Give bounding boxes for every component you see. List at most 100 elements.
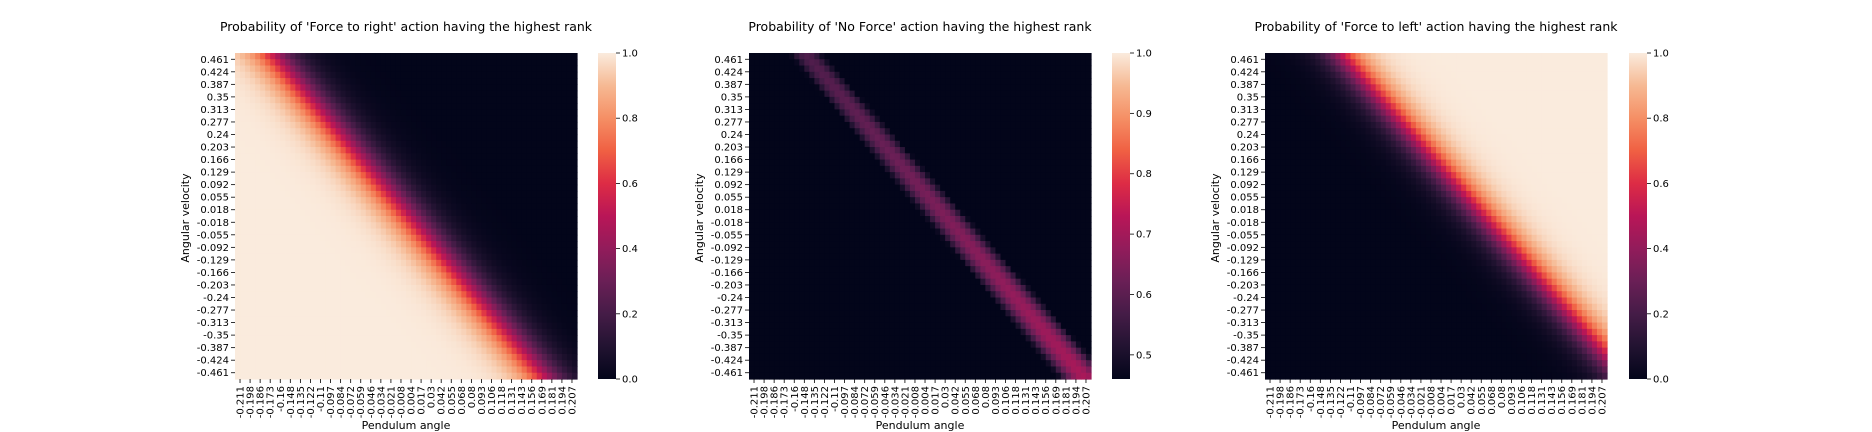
heatmap-cell [1020,140,1027,148]
heatmap-cell [245,103,251,111]
heatmap-cell [310,71,317,79]
heatmap-cell [486,190,493,198]
heatmap-cell [859,165,866,173]
heatmap-cell [546,247,553,255]
heatmap-cell [864,153,871,161]
heatmap-cell [275,259,281,267]
heatmap-cell [456,178,462,186]
heatmap-cell [421,234,427,242]
heatmap-cell [385,78,392,85]
heatmap-cell [300,297,307,305]
heatmap-cell [446,216,452,223]
heatmap-cell [541,197,548,205]
heatmap-cell [456,234,462,242]
heatmap-cell [879,53,886,60]
heatmap-cell [461,278,467,286]
heatmap-cell [431,353,437,361]
heatmap-cell [864,84,871,92]
heatmap-cell [884,90,891,98]
heatmap-cell [320,96,327,104]
heatmap-cell [255,360,261,368]
heatmap-cell [355,209,362,217]
heatmap-cell [556,297,563,305]
heatmap-cell [920,96,926,104]
heatmap-cell [335,96,342,104]
heatmap-cell [940,147,946,154]
heatmap-cell [461,266,467,274]
heatmap-cell [834,59,841,67]
heatmap-cell [360,316,367,324]
heatmap-cell [365,140,372,148]
heatmap-cell [360,284,367,292]
heatmap-cell [854,53,861,60]
heatmap-cell [340,159,347,167]
heatmap-cell [930,109,936,117]
heatmap-cell [446,190,452,198]
heatmap-cell [461,159,467,167]
heatmap-cell [250,328,256,336]
heatmap-cell [799,109,805,117]
heatmap-cell [551,140,558,148]
heatmap-cell [395,96,402,104]
heatmap-cell [345,241,352,248]
heatmap-cell [894,115,901,123]
heatmap-cell [566,335,573,342]
heatmap-cell [235,341,241,349]
heatmap-cell [375,90,382,98]
heatmap-cell [240,90,246,98]
heatmap-cell [250,278,256,286]
heatmap-cell [325,322,332,330]
heatmap-cell [1030,153,1037,161]
heatmap-cell [235,109,241,117]
heatmap-cell [990,96,997,104]
heatmap-cell [995,53,1002,60]
heatmap-cell [516,178,523,186]
heatmap-cell [365,272,372,280]
heatmap-cell [345,197,352,205]
heatmap-cell [561,121,568,129]
heatmap-cell [516,209,523,217]
heatmap-cell [829,140,836,148]
heatmap-cell [451,184,457,192]
heatmap-cell [280,172,286,179]
heatmap-cell [456,297,462,305]
heatmap-cell [360,216,367,223]
heatmap-cell [531,222,538,230]
heatmap-cell [411,128,417,136]
heatmap-cell [541,222,548,230]
heatmap-cell [894,103,901,111]
heatmap-cell [516,297,523,305]
heatmap-cell [571,159,578,167]
heatmap-cell [285,322,291,330]
heatmap-cell [335,222,342,230]
heatmap-cell [501,347,508,355]
heatmap-cell [551,178,558,186]
heatmap-cell [235,222,241,230]
heatmap-cell [864,140,871,148]
heatmap-cell [1070,65,1077,73]
heatmap-cell [869,121,876,129]
heatmap-cell [546,360,553,368]
heatmap-cell [260,303,266,311]
heatmap-cell [275,134,281,142]
heatmap-cell [461,59,467,67]
heatmap-cell [350,341,357,349]
heatmap-cell [441,322,447,330]
heatmap-cell [1075,96,1082,104]
heatmap-cell [476,216,483,223]
heatmap-cell [325,297,332,305]
heatmap-cell [456,109,462,117]
heatmap-cell [995,65,1002,73]
heatmap-cell [571,353,578,361]
heatmap-cell [255,372,261,380]
heatmap-cell [245,347,251,355]
heatmap-cell [914,128,921,136]
heatmap-cell [889,71,896,79]
heatmap-cell [426,172,432,179]
heatmap-cell [909,53,916,60]
heatmap-cell [466,335,472,342]
heatmap-cell [390,209,397,217]
heatmap-cell [411,372,417,380]
heatmap-cell [315,366,322,374]
heatmap-cell [350,147,357,154]
